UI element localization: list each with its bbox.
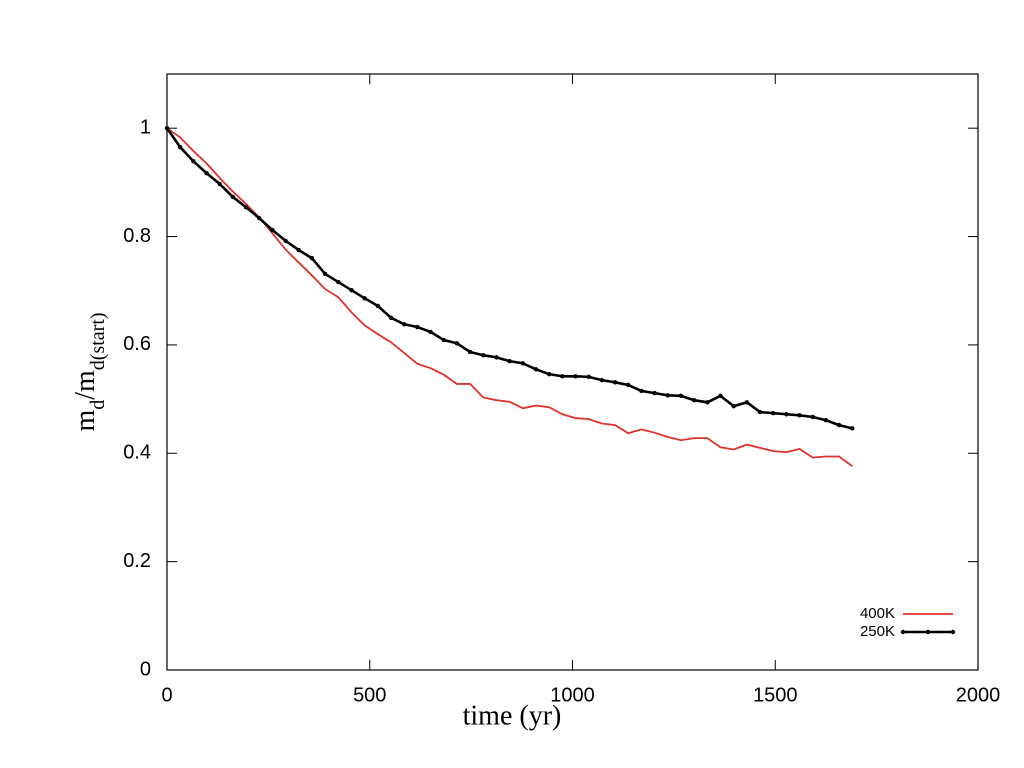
data-point: [718, 393, 723, 399]
data-point: [481, 353, 486, 358]
data-point: [336, 279, 341, 285]
y-tick-label: 0.8: [123, 225, 151, 247]
data-line: [165, 127, 853, 430]
plot-frame: [166, 73, 979, 671]
data-point: [771, 410, 776, 416]
data-point: [257, 215, 262, 221]
data-point: [731, 403, 736, 409]
data-point: [243, 205, 249, 210]
data-point: [283, 238, 288, 244]
data-point: [533, 367, 539, 372]
data-point: [546, 371, 552, 377]
data-point: [164, 125, 170, 131]
data-point: [652, 390, 657, 396]
data-point: [177, 144, 183, 150]
data-line: [166, 127, 853, 467]
y-label-part: d: [87, 400, 109, 410]
data-point: [573, 374, 578, 379]
data-point: [678, 393, 684, 399]
data-point: [639, 388, 644, 394]
data-point: [230, 194, 236, 200]
data-point: [494, 355, 499, 360]
y-label-part: m: [70, 410, 101, 432]
data-point: [428, 329, 433, 335]
data-point: [797, 413, 802, 418]
data-point: [612, 380, 618, 385]
data-point: [691, 397, 697, 403]
legend-label: 400K: [860, 605, 895, 622]
data-point: [454, 341, 460, 346]
y-axis-label: md/md(start): [70, 312, 108, 431]
legend-label: 250K: [860, 623, 895, 640]
data-point: [520, 361, 526, 366]
data-point: [349, 287, 354, 293]
data-point: [402, 322, 407, 327]
data-point: [388, 315, 394, 321]
data-point: [744, 400, 750, 405]
x-tick-label: 500: [353, 684, 386, 706]
x-axis-label: time (yr): [463, 700, 562, 731]
data-point: [270, 227, 275, 233]
data-point: [362, 296, 367, 301]
x-tick-label: 1000: [550, 684, 595, 706]
data-point: [665, 393, 670, 398]
data-point: [810, 414, 815, 420]
data-point: [850, 426, 855, 431]
data-point: [375, 303, 381, 309]
x-tick-label: 2000: [956, 684, 1001, 706]
data-point: [599, 377, 605, 383]
data-point: [836, 422, 842, 428]
data-point: [309, 256, 315, 261]
data-point: [823, 418, 829, 423]
x-tick-label: 0: [161, 684, 172, 706]
data-point: [204, 170, 209, 176]
y-tick-label: 0: [140, 658, 151, 680]
y-tick-label: 0.2: [123, 550, 151, 572]
data-point: [322, 271, 328, 277]
legend-marker: [950, 629, 956, 635]
data-point: [441, 337, 446, 343]
y-label-part: /m: [70, 370, 101, 400]
legend-marker: [925, 629, 931, 635]
data-point: [415, 324, 420, 330]
data-point: [757, 409, 763, 415]
data-point: [560, 374, 565, 379]
data-point: [191, 159, 196, 164]
data-point: [705, 400, 710, 405]
y-tick-label: 0.6: [123, 333, 151, 355]
data-point: [217, 181, 222, 187]
data-point: [784, 412, 789, 417]
y-tick-label: 0.4: [123, 442, 151, 464]
x-tick-label: 1500: [753, 684, 798, 706]
legend-marker: [900, 629, 906, 635]
y-tick-label: 1: [140, 116, 151, 138]
data-point: [507, 358, 512, 364]
y-label-part: d(start): [87, 312, 109, 370]
data-point: [586, 374, 591, 380]
data-point: [467, 349, 473, 355]
data-point: [296, 247, 301, 253]
data-point: [626, 382, 631, 388]
